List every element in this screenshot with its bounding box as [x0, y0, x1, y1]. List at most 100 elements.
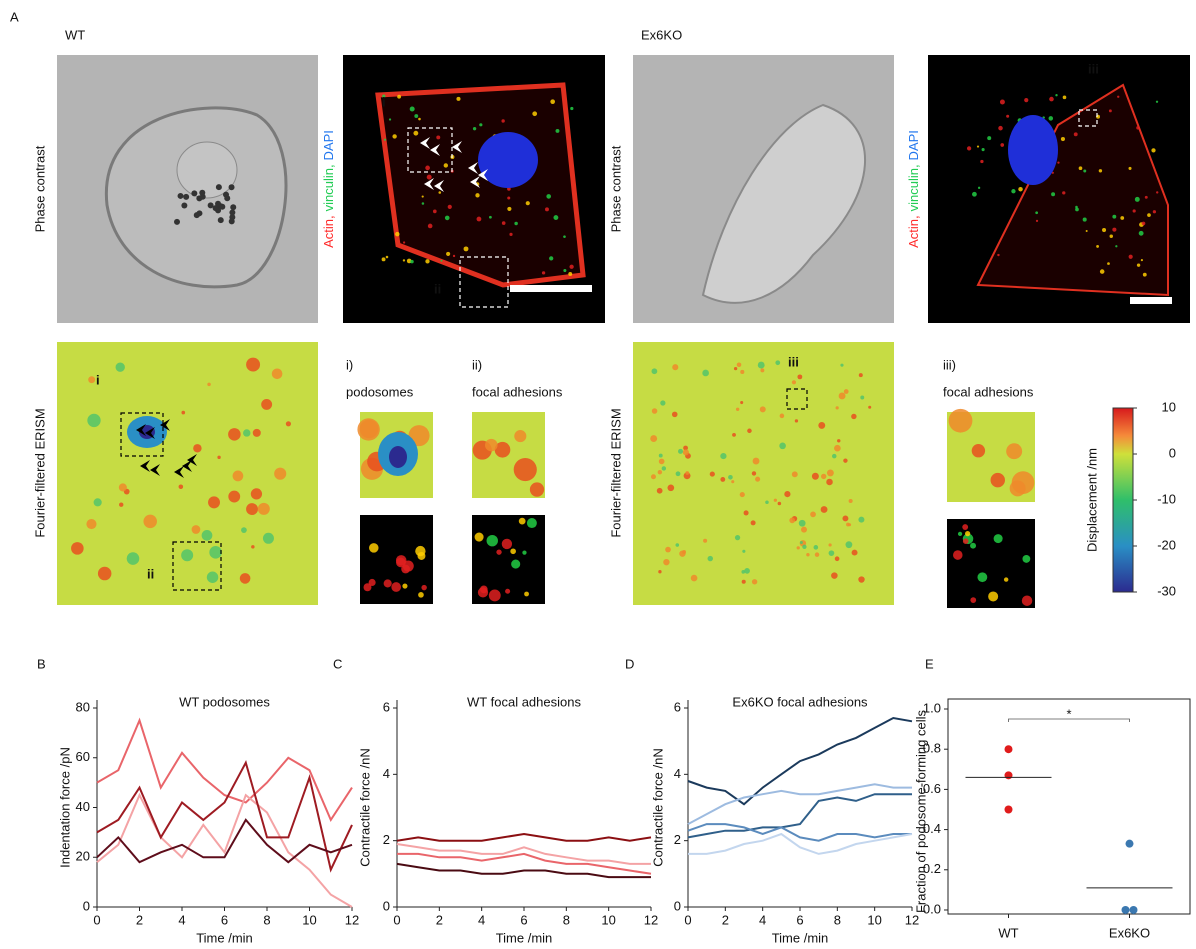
image-feature [835, 406, 839, 410]
x-tick-label: Ex6KO [1109, 925, 1150, 940]
vesicle [207, 202, 214, 209]
x-axis-label: Time /min [772, 930, 829, 945]
image-feature [446, 251, 451, 256]
image-feature [972, 191, 977, 197]
image-feature [71, 542, 84, 555]
image-feature [246, 503, 258, 516]
image-feature [239, 573, 251, 584]
image-feature [1078, 166, 1083, 171]
image-feature [97, 566, 112, 581]
image-feature [860, 395, 865, 400]
image-feature [791, 380, 797, 385]
axis [687, 700, 912, 908]
image-feature [993, 534, 1003, 544]
image-feature [1006, 443, 1023, 460]
y-tick-label: 40 [76, 799, 90, 814]
image-feature [1055, 94, 1058, 97]
vesicle [183, 193, 190, 200]
image-feature [143, 514, 157, 529]
vesicle [217, 217, 224, 224]
stain-label: Actin, vinculin, DAPI [321, 130, 336, 248]
image-feature [1108, 109, 1112, 113]
series-line [397, 852, 652, 875]
image-feature [997, 253, 1000, 257]
x-tick-label: 10 [302, 912, 316, 927]
image-feature [834, 444, 841, 452]
image-feature [657, 470, 663, 475]
image-feature [402, 583, 408, 589]
image-feature [1035, 211, 1039, 215]
x-tick-label: 0 [93, 912, 100, 927]
chart-title: WT focal adhesions [467, 694, 581, 709]
series-line [396, 832, 652, 842]
y-tick-label: 0 [674, 898, 681, 913]
series-line [687, 783, 912, 825]
image-feature [650, 474, 656, 480]
image-feature [514, 221, 518, 226]
inset-title: focal adhesions [472, 384, 563, 399]
image-feature [525, 201, 530, 206]
group-title: Ex6KO [641, 27, 682, 42]
stain-name: vinculin, [321, 164, 336, 211]
x-tick-label: 6 [221, 912, 228, 927]
image-feature [285, 421, 291, 427]
x-tick-label: 12 [905, 912, 919, 927]
image-feature [820, 506, 828, 513]
image-feature [843, 458, 848, 463]
chart-title: WT podosomes [179, 694, 270, 709]
image-feature [395, 231, 400, 237]
image-feature [791, 471, 798, 478]
image-feature [750, 520, 756, 526]
image-feature [421, 195, 424, 198]
image-feature [1062, 191, 1066, 195]
image-feature [667, 484, 675, 492]
stain-name: DAPI [321, 130, 336, 160]
image-feature [201, 530, 213, 541]
image-feature [678, 448, 684, 454]
colorbar-tick-label: -10 [1157, 491, 1176, 506]
region-box [407, 127, 453, 173]
image-feature [755, 476, 761, 482]
image-feature [814, 552, 820, 557]
image-feature [1018, 186, 1023, 192]
image-feature [1057, 161, 1060, 164]
image-feature [1035, 219, 1039, 222]
x-tick-label: 4 [178, 912, 185, 927]
x-axis-label: Time /min [496, 930, 553, 945]
image-feature [1107, 262, 1110, 265]
vesicle [228, 184, 235, 191]
image-feature [682, 550, 687, 554]
image-feature [181, 410, 186, 415]
image-feature [274, 467, 287, 480]
image-feature [1112, 214, 1117, 219]
image-feature [369, 543, 379, 553]
image-feature [526, 518, 537, 529]
panel-letter: E [925, 656, 934, 671]
image-feature [1062, 95, 1067, 100]
image-feature [775, 360, 781, 366]
colorbar-tick-label: 10 [1162, 399, 1176, 414]
arrowhead [430, 144, 440, 156]
image-feature [496, 549, 502, 555]
image-feature [513, 458, 537, 482]
image-feature [1049, 96, 1054, 102]
image-feature [501, 119, 505, 123]
region-box [1078, 109, 1098, 127]
image-feature [962, 538, 969, 545]
image-feature [765, 500, 769, 505]
region-box [172, 541, 222, 591]
actin [375, 82, 586, 288]
image-feature [413, 130, 419, 136]
image-feature [1151, 148, 1156, 153]
image-feature [191, 525, 201, 534]
image-feature [999, 99, 1005, 105]
image-feature [243, 429, 251, 437]
erism-image [633, 342, 894, 605]
image-feature [1075, 207, 1079, 212]
image-feature [549, 256, 554, 261]
region-label: iii [1088, 61, 1099, 76]
image-feature [731, 480, 735, 484]
image-feature [507, 196, 511, 200]
x-tick-label: 12 [345, 912, 359, 927]
image-feature [1109, 234, 1113, 238]
